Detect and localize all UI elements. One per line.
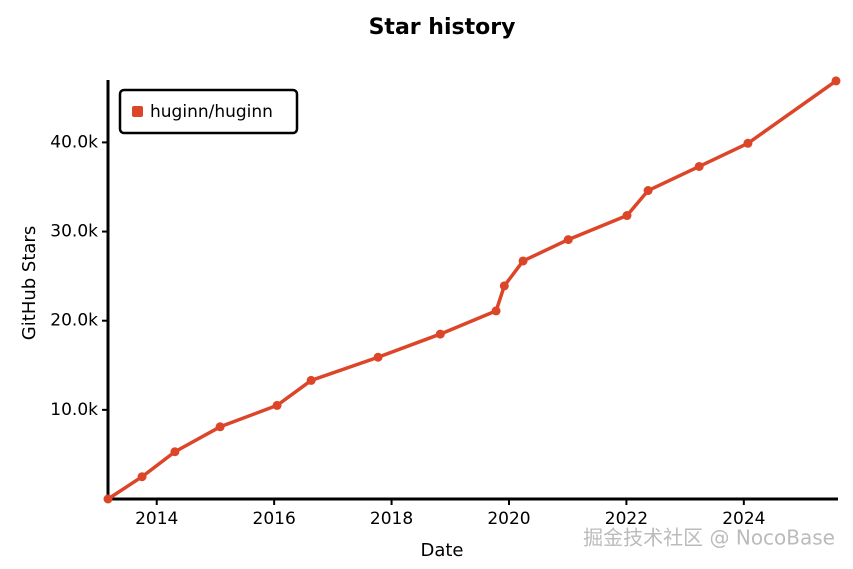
point bbox=[137, 472, 147, 482]
y-tick-label: 10.0k bbox=[50, 400, 98, 420]
x-tick-label: 2018 bbox=[370, 509, 413, 529]
point bbox=[373, 352, 383, 362]
legend-box bbox=[118, 88, 299, 135]
point bbox=[499, 281, 509, 291]
point bbox=[643, 186, 653, 196]
x-axis-label: Date bbox=[420, 540, 463, 561]
x-tick-label: 2024 bbox=[722, 509, 765, 529]
point bbox=[215, 422, 225, 432]
x-tick-label: 2014 bbox=[135, 509, 178, 529]
y-tick-label: 30.0k bbox=[50, 222, 98, 242]
point bbox=[170, 447, 180, 457]
x-tick-label: 2022 bbox=[605, 509, 648, 529]
point bbox=[518, 256, 528, 266]
y-axis-label: GitHub Stars bbox=[19, 226, 40, 340]
point bbox=[491, 306, 501, 316]
point bbox=[563, 235, 573, 245]
y-tick-label: 40.0k bbox=[50, 132, 98, 152]
x-tick-label: 2016 bbox=[253, 509, 296, 529]
point bbox=[831, 76, 841, 86]
chart-title: Star history bbox=[369, 15, 516, 40]
point bbox=[306, 375, 316, 385]
line bbox=[106, 79, 838, 501]
y-tick-label: 20.0k bbox=[50, 311, 98, 331]
point bbox=[622, 211, 632, 221]
point bbox=[743, 138, 753, 148]
point bbox=[694, 161, 704, 171]
point bbox=[272, 400, 282, 410]
legend-swatch bbox=[132, 106, 143, 117]
watermark: 掘金技术社区 @ NocoBase bbox=[583, 526, 835, 550]
point bbox=[103, 494, 113, 504]
point bbox=[435, 329, 445, 339]
x-tick-label: 2020 bbox=[487, 509, 530, 529]
legend-label: huginn/huginn bbox=[150, 102, 273, 122]
